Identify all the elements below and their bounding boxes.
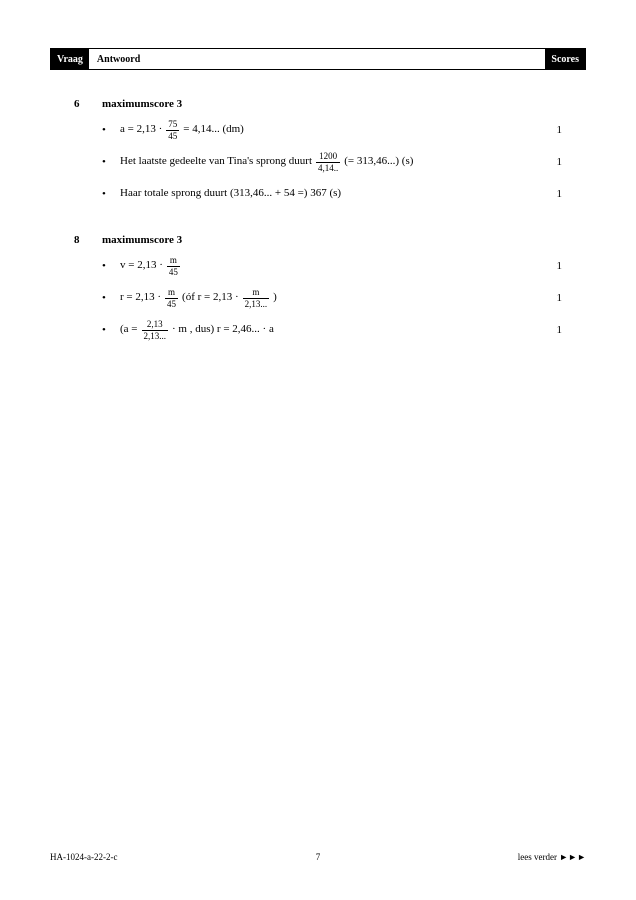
footer-center: 7 — [50, 852, 586, 862]
question-6: 6 maximumscore 3 • a = 2,13 · 7545 = 4,1… — [74, 98, 562, 212]
bullet-icon: • — [102, 260, 120, 272]
content: 6 maximumscore 3 • a = 2,13 · 7545 = 4,1… — [50, 98, 586, 348]
bullet-icon: • — [102, 292, 120, 304]
answer-line: • (a = 2,132,13... · m , dus) r = 2,46..… — [102, 316, 562, 344]
answer-text: r = 2,13 · m45 (óf r = 2,13 · m2,13... ) — [120, 288, 540, 309]
bullet-icon: • — [102, 124, 120, 136]
question-number: 6 — [74, 98, 102, 212]
answer-text: v = 2,13 · m45 — [120, 256, 540, 277]
line-score: 1 — [548, 188, 562, 200]
answer-line: • Het laatste gedeelte van Tina's sprong… — [102, 148, 562, 176]
answer-text: Het laatste gedeelte van Tina's sprong d… — [120, 152, 540, 173]
header-mid: Antwoord — [89, 49, 545, 69]
answer-text: Haar totale sprong duurt (313,46... + 54… — [120, 187, 540, 200]
answer-line: • r = 2,13 · m45 (óf r = 2,13 · m2,13...… — [102, 284, 562, 312]
line-score: 1 — [548, 260, 562, 272]
bullet-icon: • — [102, 156, 120, 168]
question-body: maximumscore 3 • v = 2,13 · m45 1 • r = … — [102, 234, 562, 348]
line-score: 1 — [548, 292, 562, 304]
question-title: maximumscore 3 — [102, 234, 562, 246]
question-title: maximumscore 3 — [102, 98, 562, 110]
line-score: 1 — [548, 124, 562, 136]
question-8: 8 maximumscore 3 • v = 2,13 · m45 1 • r … — [74, 234, 562, 348]
question-body: maximumscore 3 • a = 2,13 · 7545 = 4,14.… — [102, 98, 562, 212]
line-score: 1 — [548, 324, 562, 336]
line-score: 1 — [548, 156, 562, 168]
header-bar: Vraag Antwoord Scores — [50, 48, 586, 70]
answer-line: • a = 2,13 · 7545 = 4,14... (dm) 1 — [102, 116, 562, 144]
answer-line: • v = 2,13 · m45 1 — [102, 252, 562, 280]
page: Vraag Antwoord Scores 6 maximumscore 3 •… — [0, 0, 636, 900]
bullet-icon: • — [102, 324, 120, 336]
question-number: 8 — [74, 234, 102, 348]
answer-line: • Haar totale sprong duurt (313,46... + … — [102, 180, 562, 208]
footer: HA-1024-a-22-2-c 7 lees verder ►►► — [50, 852, 586, 862]
answer-text: a = 2,13 · 7545 = 4,14... (dm) — [120, 120, 540, 141]
header-right: Scores — [545, 49, 585, 69]
header-left: Vraag — [51, 49, 89, 69]
answer-text: (a = 2,132,13... · m , dus) r = 2,46... … — [120, 320, 540, 341]
bullet-icon: • — [102, 188, 120, 200]
